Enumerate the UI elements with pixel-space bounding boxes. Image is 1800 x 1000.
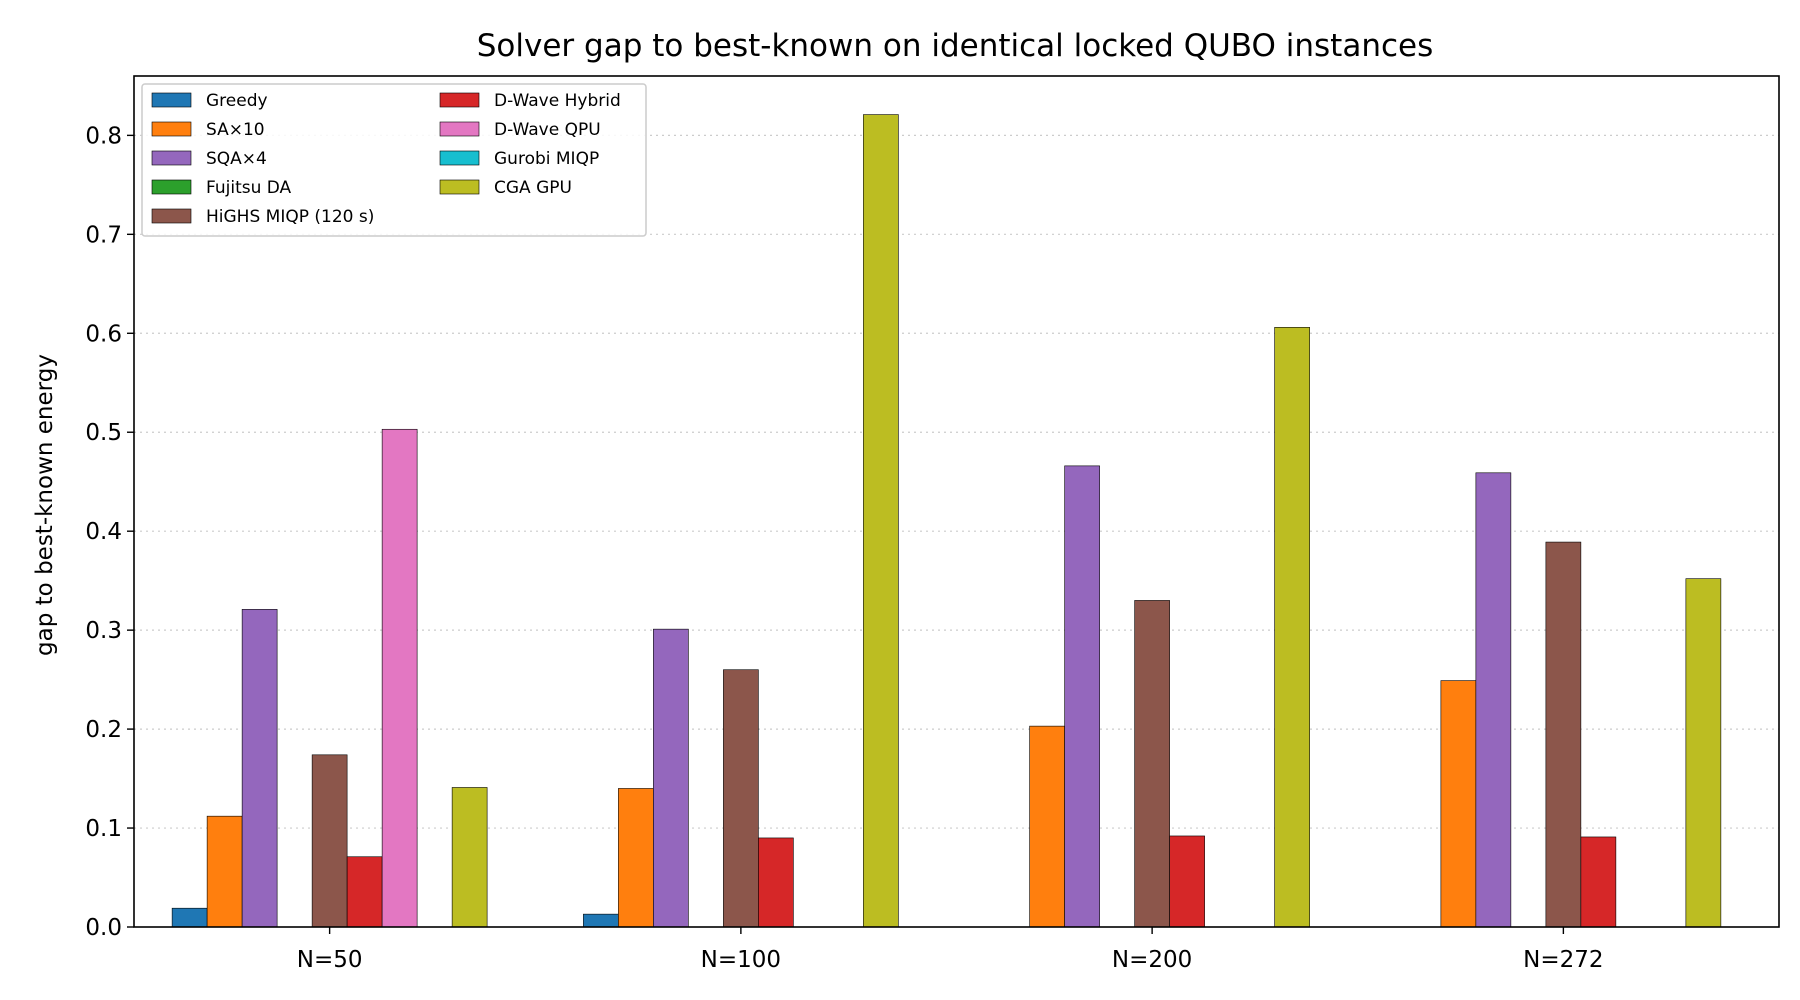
y-tick-label: 0.8 bbox=[85, 123, 122, 149]
bar bbox=[863, 114, 899, 928]
legend-label: D-Wave Hybrid bbox=[494, 91, 621, 111]
y-tick-label: 0.3 bbox=[85, 618, 122, 644]
plot-frame bbox=[133, 75, 1780, 928]
bar bbox=[1580, 836, 1617, 928]
y-tick-label: 0.2 bbox=[85, 717, 122, 743]
x-tick-label: N=200 bbox=[1112, 947, 1192, 973]
legend-label: D-Wave QPU bbox=[494, 120, 601, 140]
x-tick-label: N=272 bbox=[1523, 947, 1603, 973]
bar bbox=[1064, 465, 1100, 928]
bar bbox=[1274, 327, 1310, 928]
bar bbox=[451, 787, 488, 928]
y-tick-label: 0.4 bbox=[85, 519, 122, 545]
bar bbox=[311, 754, 348, 928]
bar bbox=[241, 609, 278, 928]
bar bbox=[1440, 680, 1477, 928]
bar bbox=[381, 428, 418, 928]
legend-swatch bbox=[439, 92, 480, 108]
bar bbox=[206, 815, 243, 928]
legend: Greedy SA×10 SQA×4 Fujitsu DA HiGHS MIQP (12… bbox=[141, 83, 647, 237]
y-ticks: 0.0 0.1 0.2 0.3 0.4 0.5 0.6 0.7 0.8 bbox=[85, 123, 134, 941]
legend-label: SQA×4 bbox=[206, 149, 267, 169]
legend-swatch bbox=[439, 121, 480, 137]
bar bbox=[346, 856, 383, 928]
legend-swatch bbox=[151, 208, 192, 224]
x-tick-label: N=50 bbox=[297, 947, 363, 973]
y-tick-label: 0.6 bbox=[85, 321, 122, 347]
gridlines bbox=[134, 134, 1779, 829]
bar bbox=[653, 628, 689, 928]
legend-label: Fujitsu DA bbox=[206, 178, 292, 198]
legend-label: Greedy bbox=[206, 91, 268, 111]
bar bbox=[1545, 541, 1582, 928]
bar bbox=[1029, 725, 1065, 928]
x-ticks: N=50 N=100 N=200 N=272 bbox=[297, 927, 1604, 973]
bar bbox=[723, 669, 759, 928]
bar bbox=[1475, 472, 1512, 928]
legend-box bbox=[141, 83, 647, 237]
bar bbox=[171, 907, 208, 928]
y-tick-label: 0.1 bbox=[85, 816, 122, 842]
bars bbox=[171, 114, 1722, 928]
legend-label: SA×10 bbox=[206, 120, 265, 140]
bar bbox=[1134, 600, 1170, 928]
bar bbox=[583, 913, 619, 928]
y-tick-label: 0.0 bbox=[85, 915, 122, 941]
y-tick-label: 0.7 bbox=[85, 222, 122, 248]
y-tick-label: 0.5 bbox=[85, 420, 122, 446]
legend-swatch bbox=[151, 92, 192, 108]
legend-swatch bbox=[151, 121, 192, 137]
chart-title: Solver gap to best-known on identical lo… bbox=[477, 28, 1434, 64]
y-axis-label: gap to best-known energy bbox=[32, 354, 58, 656]
legend-swatch bbox=[439, 150, 480, 166]
bar bbox=[758, 837, 794, 928]
legend-label: Gurobi MIQP bbox=[494, 149, 599, 169]
legend-label: HiGHS MIQP (120 s) bbox=[206, 207, 374, 227]
bar bbox=[618, 788, 654, 928]
legend-swatch bbox=[151, 150, 192, 166]
legend-swatch bbox=[151, 179, 192, 195]
legend-label: CGA GPU bbox=[494, 178, 572, 198]
bar bbox=[1169, 835, 1205, 928]
bar bbox=[1685, 578, 1722, 928]
legend-swatch bbox=[439, 179, 480, 195]
x-tick-label: N=100 bbox=[701, 947, 781, 973]
